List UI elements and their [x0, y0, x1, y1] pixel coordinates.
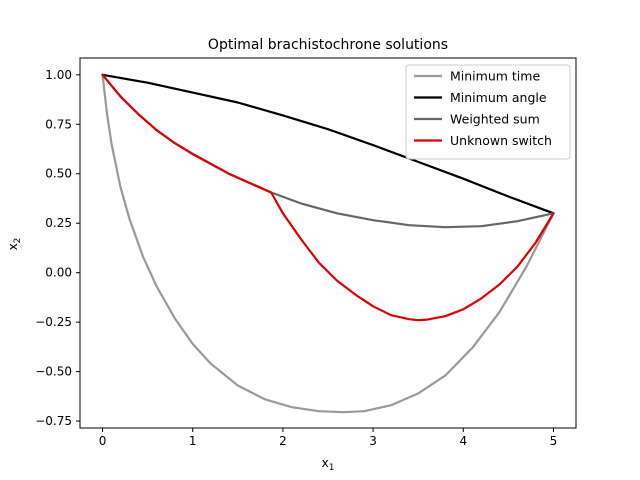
- y-tick-label: −0.75: [35, 414, 72, 428]
- series-line-3: [101, 73, 555, 322]
- y-tick-label: 0.00: [45, 266, 72, 280]
- y-tick-label: 0.50: [45, 167, 72, 181]
- x-axis-label: x1: [322, 456, 335, 473]
- legend-box: [405, 64, 571, 160]
- x-tick-label: 0: [99, 434, 107, 448]
- y-axis-label: x2: [6, 238, 23, 251]
- x-tick-label: 3: [369, 434, 377, 448]
- x-tick-label: 5: [550, 434, 558, 448]
- y-tick-label: 0.25: [45, 216, 72, 230]
- x-tick-label: 2: [279, 434, 287, 448]
- axes-frame: [79, 57, 577, 429]
- series-line-1: [101, 73, 555, 215]
- legend-entry-2: Weighted sum: [450, 112, 540, 127]
- legend-entry-0: Minimum time: [450, 69, 540, 84]
- y-tick-label: −0.25: [35, 315, 72, 329]
- axes-layer: 0 1 2 3 4 5 −0.75 −0.50 −0.25 0.00 0.25 0.50 0.75 1.0…: [35, 57, 577, 448]
- series-line-0: [101, 73, 555, 414]
- series-layer: [101, 73, 555, 414]
- legend-entry-1: Minimum angle: [450, 90, 547, 105]
- x-tick-label: 4: [459, 434, 467, 448]
- chart-title: Optimal brachistochrone solutions: [208, 37, 448, 53]
- legend: Minimum time Minimum angle Weighted sum Unk…: [405, 64, 571, 160]
- y-tick-label: 0.75: [45, 117, 72, 131]
- y-tick-label: 1.00: [45, 68, 72, 82]
- x-tick-label: 1: [189, 434, 197, 448]
- y-tick-label: −0.50: [35, 365, 72, 379]
- legend-entry-3: Unknown switch: [450, 133, 552, 148]
